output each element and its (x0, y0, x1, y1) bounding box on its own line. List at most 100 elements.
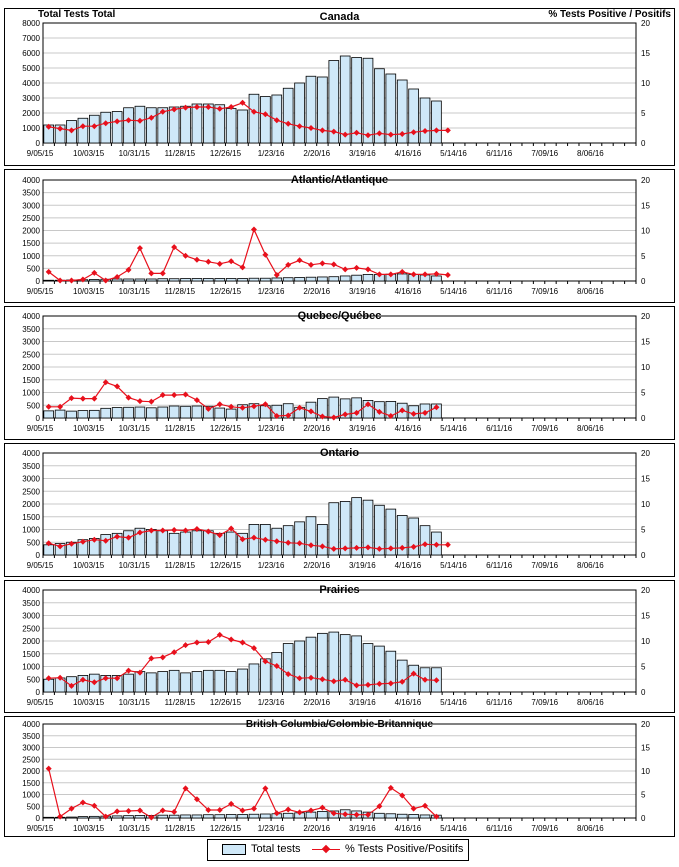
y2-tick-label: 0 (641, 814, 646, 823)
bar (294, 521, 305, 556)
y-tick-label: 1500 (22, 779, 40, 788)
positivity-point (296, 257, 303, 264)
x-tick-label: 2/20/16 (303, 424, 330, 433)
positivity-point (205, 258, 212, 265)
y-tick-label: 1000 (22, 526, 40, 535)
bar (77, 675, 89, 693)
positivity-point (136, 529, 143, 536)
y2-tick-label: 0 (641, 277, 646, 286)
x-tick-label: 3/19/16 (349, 424, 376, 433)
positivity-point (57, 403, 64, 410)
positivity-point (353, 544, 360, 551)
positivity-point (114, 273, 121, 280)
positivity-point (273, 412, 280, 419)
legend-item-positive: % Tests Positive/Positifs (312, 843, 463, 855)
positivity-point (125, 394, 132, 401)
positivity-point (148, 527, 155, 534)
positivity-point (342, 545, 349, 552)
bar (260, 277, 271, 282)
positivity-point (228, 403, 235, 410)
y2-tick-label: 5 (641, 109, 646, 118)
x-tick-label: 5/14/16 (440, 824, 467, 833)
positivity-point (319, 676, 326, 683)
positivity-point (353, 409, 360, 416)
bar (237, 109, 248, 144)
positivity-point (296, 675, 303, 682)
bar (168, 405, 180, 419)
positivity-point (273, 662, 280, 669)
bar (294, 640, 305, 693)
positivity-point (45, 675, 52, 682)
bar (54, 124, 66, 144)
positivity-point (159, 807, 166, 814)
x-tick-label: 8/06/16 (577, 561, 604, 570)
y-tick-label: 3000 (22, 201, 40, 210)
x-tick-label: 11/28/15 (165, 424, 196, 433)
chart-title: Canada (320, 11, 361, 23)
y2-tick-label: 0 (641, 551, 646, 560)
positivity-point (102, 675, 109, 682)
positivity-point (216, 807, 223, 814)
bar (43, 279, 55, 282)
x-tick-label: 3/19/16 (349, 149, 376, 158)
positivity-point (205, 104, 212, 110)
positivity-point (262, 658, 269, 665)
bar (339, 275, 351, 282)
bar (317, 524, 328, 556)
bar (134, 815, 146, 819)
x-tick-label: 1/23/16 (258, 698, 285, 707)
positivity-point (387, 271, 394, 278)
x-tick-label: 4/16/16 (395, 698, 422, 707)
bar (351, 397, 362, 419)
bar (408, 664, 419, 693)
y-tick-label: 2500 (22, 350, 40, 359)
positivity-point (216, 631, 223, 638)
x-tick-label: 5/14/16 (440, 149, 467, 158)
bar (111, 407, 123, 419)
positivity-point (57, 813, 64, 820)
y-tick-label: 4000 (22, 720, 40, 729)
bar (305, 516, 317, 556)
x-tick-label: 5/14/16 (440, 424, 467, 433)
positivity-point (205, 639, 212, 646)
right-axis-header: % Tests Positive / Positifs (548, 9, 671, 20)
positivity-point (79, 676, 86, 683)
bar (328, 502, 340, 556)
bar (419, 814, 431, 819)
positivity-point (250, 805, 257, 812)
positivity-point (136, 245, 143, 252)
positivity-point (296, 809, 303, 816)
bar (214, 407, 226, 419)
positivity-point (182, 252, 189, 259)
x-tick-label: 2/20/16 (303, 561, 330, 570)
bar (157, 278, 169, 282)
bar (362, 643, 374, 693)
bar (317, 632, 328, 693)
bar (180, 278, 191, 282)
bar (66, 816, 77, 819)
bar (89, 409, 100, 419)
positivity-point (182, 642, 189, 649)
positivity-point (216, 105, 223, 112)
positivity-point (365, 811, 372, 818)
positivity-point (216, 532, 223, 539)
bar (123, 278, 134, 282)
bar (294, 82, 305, 144)
y-tick-label: 4000 (22, 176, 40, 185)
positivity-point (182, 391, 189, 398)
bar (214, 278, 226, 282)
x-tick-label: 8/06/16 (577, 424, 604, 433)
y-tick-label: 1000 (22, 663, 40, 672)
positivity-point (410, 410, 417, 417)
positivity-point (91, 123, 98, 130)
positivity-point (57, 674, 64, 681)
x-tick-label: 4/16/16 (395, 149, 422, 158)
bar (157, 814, 169, 819)
y2-tick-label: 15 (641, 338, 650, 347)
y2-tick-label: 5 (641, 252, 646, 261)
bar (351, 497, 362, 556)
x-tick-label: 8/06/16 (577, 698, 604, 707)
positivity-point (353, 129, 360, 136)
panel-frame (4, 443, 675, 577)
